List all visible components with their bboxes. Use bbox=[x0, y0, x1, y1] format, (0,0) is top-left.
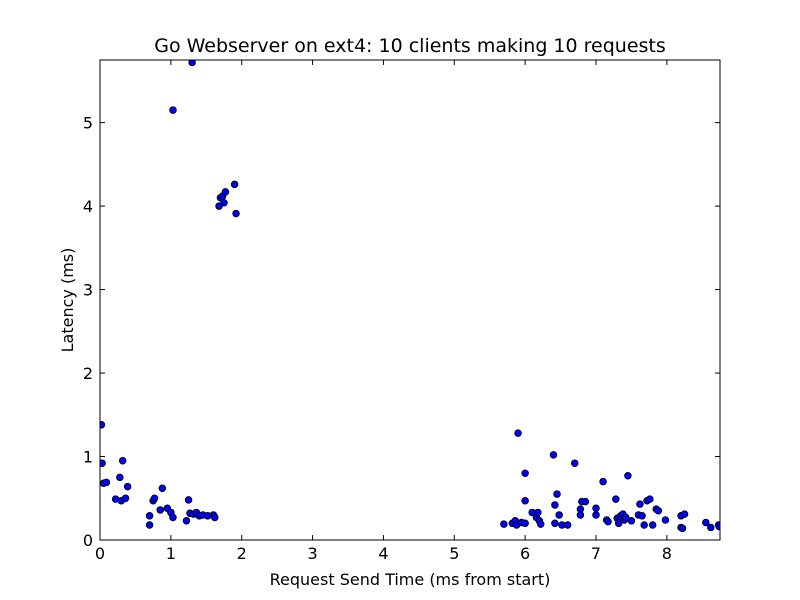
data-point bbox=[614, 519, 623, 528]
data-point bbox=[500, 520, 508, 528]
data-point bbox=[100, 459, 106, 467]
data-point bbox=[156, 506, 164, 514]
data-point bbox=[563, 521, 572, 529]
data-point bbox=[551, 501, 559, 509]
data-point bbox=[211, 513, 219, 522]
x-tick-label: 4 bbox=[378, 544, 388, 563]
data-point bbox=[680, 510, 689, 518]
y-tick-label: 5 bbox=[83, 114, 93, 133]
data-point bbox=[188, 60, 196, 67]
x-tick-label: 3 bbox=[307, 544, 317, 563]
data-point bbox=[592, 511, 600, 519]
y-tick-label: 1 bbox=[83, 448, 93, 467]
data-point bbox=[612, 495, 620, 503]
x-tick-label: 1 bbox=[166, 544, 176, 563]
data-point bbox=[220, 198, 228, 207]
data-point bbox=[549, 451, 558, 459]
data-point bbox=[145, 521, 154, 529]
data-point bbox=[576, 511, 585, 519]
x-tick-label: 0 bbox=[95, 544, 105, 563]
data-point bbox=[100, 421, 106, 429]
data-point bbox=[581, 497, 590, 506]
y-tick-label: 0 bbox=[83, 531, 93, 550]
data-point bbox=[169, 513, 177, 522]
data-point bbox=[661, 516, 670, 524]
data-point bbox=[521, 469, 529, 477]
y-tick-label: 4 bbox=[83, 197, 93, 216]
data-point bbox=[158, 484, 167, 492]
data-point bbox=[654, 507, 663, 515]
x-tick-label: 2 bbox=[237, 544, 247, 563]
x-tick-label: 5 bbox=[449, 544, 459, 563]
data-point bbox=[184, 496, 193, 504]
data-point bbox=[604, 517, 612, 526]
y-tick-label: 2 bbox=[83, 364, 93, 383]
data-point bbox=[702, 518, 710, 527]
data-point bbox=[230, 180, 239, 189]
data-point bbox=[121, 494, 130, 503]
data-point bbox=[646, 495, 654, 503]
data-point bbox=[118, 456, 127, 465]
data-point bbox=[536, 520, 545, 528]
data-point bbox=[521, 519, 529, 528]
data-point bbox=[169, 106, 177, 114]
data-point bbox=[521, 497, 529, 505]
x-axis-label: Request Send Time (ms from start) bbox=[270, 570, 551, 589]
data-point bbox=[640, 521, 648, 529]
data-point bbox=[514, 429, 522, 437]
chart-title: Go Webserver on ext4: 10 clients making … bbox=[154, 35, 666, 57]
data-point bbox=[707, 523, 715, 532]
data-point bbox=[116, 473, 124, 482]
data-point bbox=[622, 513, 630, 522]
x-tick-label: 6 bbox=[520, 544, 530, 563]
y-axis-label: Latency (ms) bbox=[58, 248, 77, 353]
data-point bbox=[555, 511, 563, 519]
data-point bbox=[534, 508, 542, 517]
data-point bbox=[715, 522, 720, 531]
data-point bbox=[636, 500, 644, 508]
data-point bbox=[221, 188, 230, 196]
data-point bbox=[638, 512, 646, 520]
data-point bbox=[648, 521, 657, 529]
data-point bbox=[145, 512, 154, 520]
data-point bbox=[570, 459, 579, 467]
data-point bbox=[592, 504, 600, 513]
data-point bbox=[150, 494, 159, 503]
data-point bbox=[232, 209, 240, 218]
data-point bbox=[123, 482, 132, 491]
data-point bbox=[624, 471, 632, 480]
data-point bbox=[182, 517, 191, 525]
y-tick-label: 3 bbox=[83, 281, 93, 300]
plot-frame bbox=[99, 59, 721, 541]
data-point bbox=[102, 478, 111, 487]
x-tick-label: 7 bbox=[591, 544, 601, 563]
data-point bbox=[553, 490, 561, 498]
x-tick-label: 8 bbox=[662, 544, 672, 563]
data-point bbox=[551, 519, 559, 528]
data-point bbox=[627, 517, 636, 525]
data-point bbox=[678, 524, 687, 533]
data-point bbox=[599, 477, 607, 486]
data-points bbox=[100, 60, 720, 533]
